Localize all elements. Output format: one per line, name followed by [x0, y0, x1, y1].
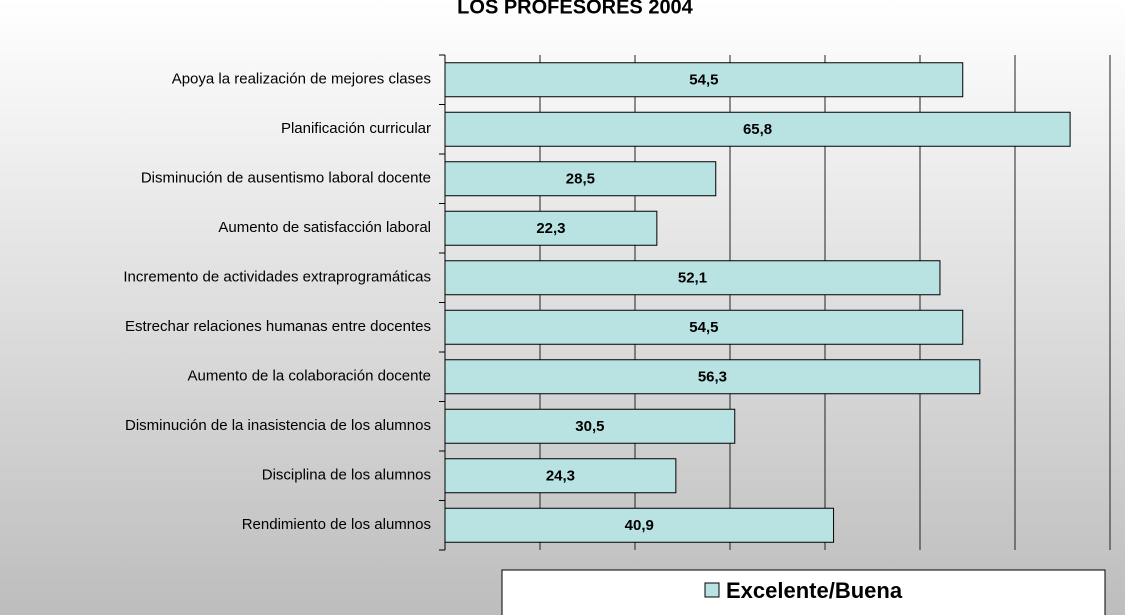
y-tick-label: Aumento de la colaboración docente	[187, 368, 431, 385]
bar	[444, 111, 1071, 147]
bar	[444, 62, 964, 98]
bar	[444, 260, 941, 296]
bar	[444, 507, 835, 543]
y-tick-label: Estrechar relaciones humanas entre docen…	[125, 318, 431, 335]
data-label: 40,9	[625, 517, 654, 534]
bar	[444, 359, 981, 395]
data-label: 28,5	[566, 171, 595, 188]
data-label: 24,3	[546, 468, 575, 485]
bar	[444, 458, 677, 494]
y-tick-label: Aumento de satisfacción laboral	[218, 219, 431, 236]
y-tick-label: Disciplina de los alumnos	[262, 467, 431, 484]
y-tick-label: Rendimiento de los alumnos	[242, 516, 431, 533]
data-label: 52,1	[678, 270, 707, 287]
bar	[444, 309, 964, 345]
y-tick-label: Planificación curricular	[281, 120, 431, 137]
data-label: 54,5	[689, 72, 718, 89]
legend-label: Excelente/Buena	[726, 578, 903, 603]
data-label: 54,5	[689, 319, 718, 336]
legend-swatch	[704, 582, 720, 598]
bar	[444, 408, 736, 444]
data-label: 65,8	[743, 121, 772, 138]
legend-box	[501, 569, 1106, 615]
data-label: 22,3	[536, 220, 565, 237]
data-label: 56,3	[698, 369, 727, 386]
y-tick-label: Incremento de actividades extraprogramát…	[123, 269, 431, 286]
data-label: 30,5	[575, 418, 604, 435]
y-tick-label: Apoya la realización de mejores clases	[172, 71, 431, 88]
bar	[444, 210, 658, 246]
chart-title: LOS PROFESORES 2004	[457, 0, 694, 18]
bar	[444, 161, 717, 197]
y-tick-label: Disminución de ausentismo laboral docent…	[141, 170, 431, 187]
y-tick-label: Disminución de la inasistencia de los al…	[125, 417, 431, 434]
